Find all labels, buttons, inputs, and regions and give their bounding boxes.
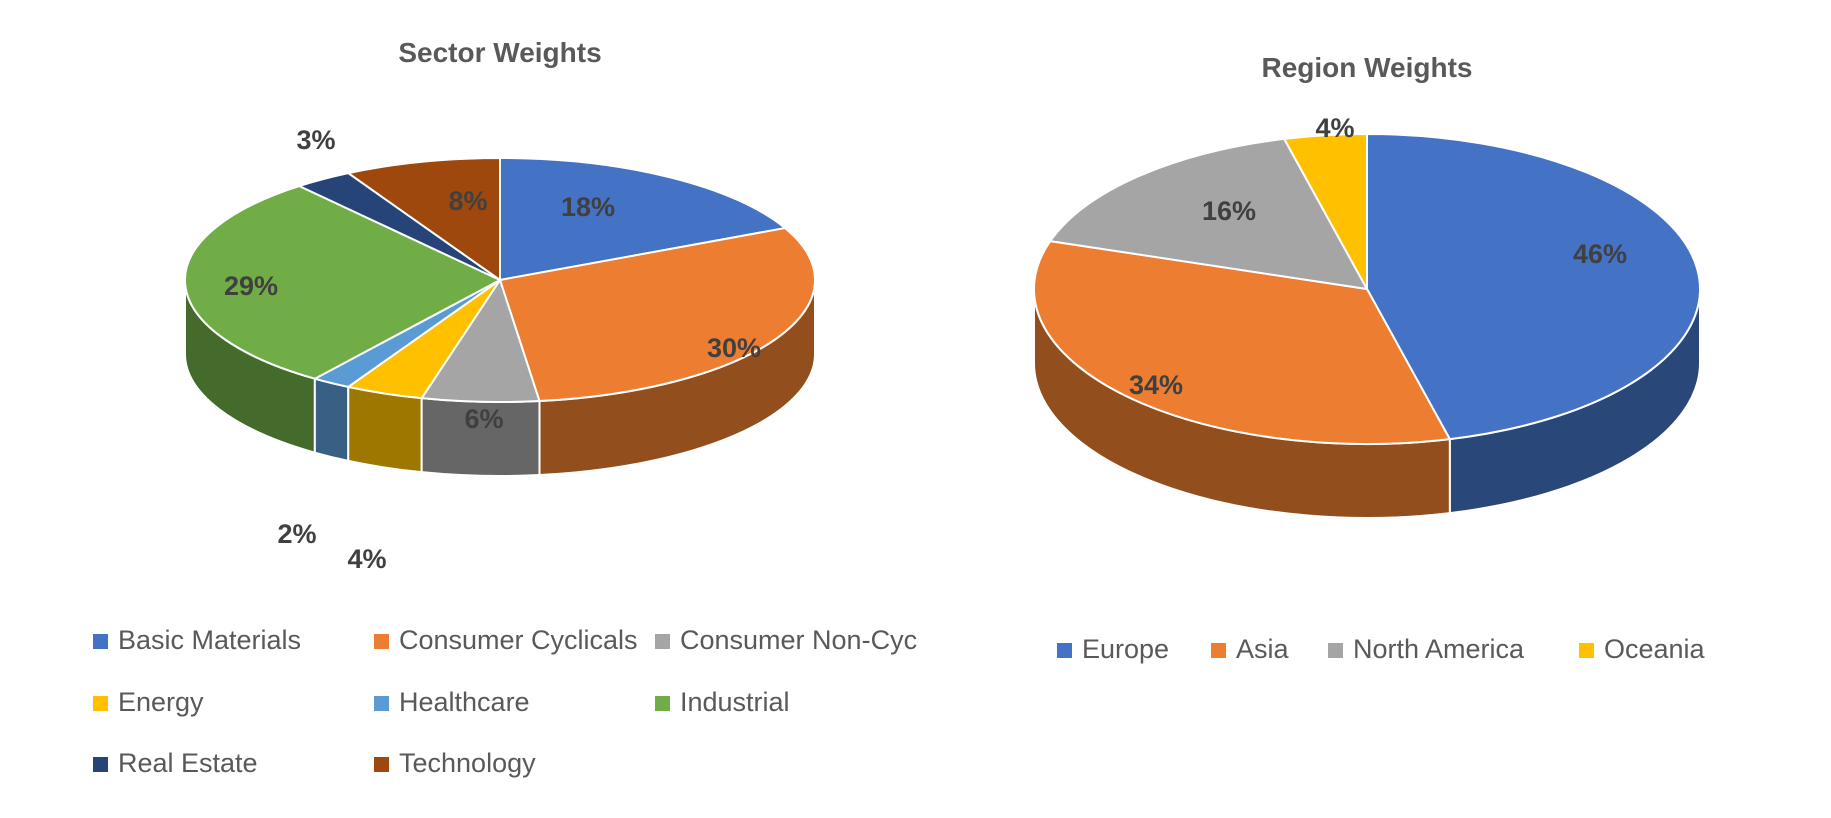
sector-legend-item-consumer-non-cyc: Consumer Non-Cyc: [655, 625, 917, 655]
data-label-basic-materials: 18%: [561, 192, 615, 222]
sector-legend-item-energy: Energy: [93, 687, 204, 717]
region-legend-item-oceania: Oceania: [1579, 634, 1706, 664]
legend-swatch-consumer-non-cyc: [655, 634, 670, 649]
data-label-real-estate: 3%: [296, 125, 335, 155]
legend-swatch-healthcare: [374, 696, 389, 711]
sector-weights-legend: Basic Materials Consumer Cyclicals Consume…: [93, 625, 917, 778]
sector-legend-item-real-estate: Real Estate: [93, 748, 258, 778]
data-label-north-america: 16%: [1202, 196, 1256, 226]
sector-legend-item-technology: Technology: [374, 748, 536, 778]
region-weights-legend: Europe Asia North America Oceania: [1057, 634, 1706, 664]
data-label-europe: 46%: [1573, 239, 1627, 269]
slice-industrial: [184, 184, 501, 380]
data-label-asia: 34%: [1129, 370, 1183, 400]
region-legend-item-asia: Asia: [1211, 634, 1290, 664]
legend-label-energy: Energy: [118, 687, 204, 717]
data-label-healthcare: 2%: [277, 519, 316, 549]
legend-swatch-energy: [93, 696, 108, 711]
slice-europe: [1366, 133, 1701, 441]
data-label-industrial: 29%: [224, 271, 278, 301]
legend-swatch-consumer-cyclicals: [374, 634, 389, 649]
slice-oceania: [1283, 133, 1368, 290]
region-weights-data-labels: 46% 34% 16% 4%: [1129, 113, 1627, 400]
sector-legend-item-healthcare: Healthcare: [374, 687, 530, 717]
legend-label-north-america: North America: [1353, 634, 1525, 664]
region-weights-title: Region Weights: [1261, 52, 1472, 83]
region-weights-chart: Region Weights 46% 34% 16% 4% Europe Asia Nor…: [1033, 52, 1706, 664]
slice-side-healthcare: [313, 377, 350, 463]
sector-legend-item-industrial: Industrial: [655, 687, 790, 717]
data-label-technology: 8%: [448, 186, 487, 216]
slice-consumer-cyclicals: [499, 227, 816, 403]
legend-label-asia: Asia: [1236, 634, 1290, 664]
slice-technology: [347, 157, 501, 281]
legend-label-consumer-cyclicals: Consumer Cyclicals: [399, 625, 638, 655]
sector-weights-title: Sector Weights: [398, 37, 601, 68]
legend-swatch-oceania: [1579, 643, 1594, 658]
legend-label-technology: Technology: [399, 748, 536, 778]
legend-swatch-europe: [1057, 643, 1072, 658]
legend-label-europe: Europe: [1082, 634, 1169, 664]
region-legend-item-north-america: North America: [1328, 634, 1525, 664]
legend-swatch-north-america: [1328, 643, 1343, 658]
sector-weights-pie: [184, 157, 816, 477]
legend-swatch-industrial: [655, 696, 670, 711]
slice-north-america: [1049, 137, 1368, 290]
slice-basic-materials: [499, 157, 787, 281]
legend-label-healthcare: Healthcare: [399, 687, 530, 717]
legend-label-real-estate: Real Estate: [118, 748, 258, 778]
region-legend-item-europe: Europe: [1057, 634, 1169, 664]
slice-side-energy: [347, 385, 423, 474]
region-weights-pie: [1033, 133, 1701, 519]
legend-swatch-asia: [1211, 643, 1226, 658]
sector-weights-chart: Sector Weights 18% 30% 6% 4% 2% 29% 3% 8% Basic…: [93, 37, 917, 778]
data-label-consumer-non-cyc: 6%: [464, 404, 503, 434]
legend-label-oceania: Oceania: [1604, 634, 1706, 664]
data-label-energy: 4%: [347, 544, 386, 574]
data-label-consumer-cyclicals: 30%: [707, 333, 761, 363]
legend-label-industrial: Industrial: [680, 687, 790, 717]
legend-label-basic-materials: Basic Materials: [118, 625, 301, 655]
legend-label-consumer-non-cyc: Consumer Non-Cyc: [680, 625, 917, 655]
slice-consumer-non-cyc: [420, 279, 541, 403]
data-label-oceania: 4%: [1315, 113, 1354, 143]
legend-swatch-basic-materials: [93, 634, 108, 649]
sector-legend-item-basic-materials: Basic Materials: [93, 625, 301, 655]
slice-asia: [1033, 240, 1451, 445]
sector-weights-data-labels: 18% 30% 6% 4% 2% 29% 3% 8%: [224, 125, 761, 574]
legend-swatch-technology: [374, 757, 389, 772]
legend-swatch-real-estate: [93, 757, 108, 772]
sector-legend-item-consumer-cyclicals: Consumer Cyclicals: [374, 625, 638, 655]
